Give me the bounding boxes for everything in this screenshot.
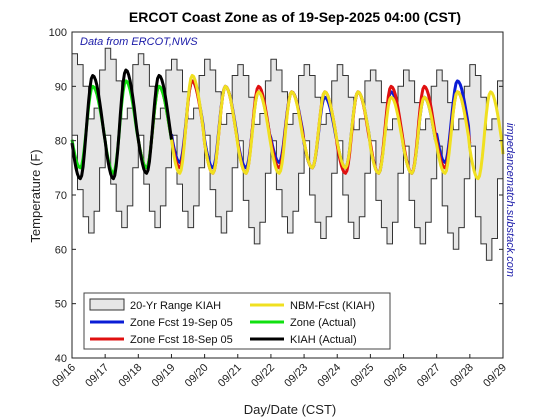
legend: 20-Yr Range KIAH NBM-Fcst (KIAH) Zone Fcst… bbox=[83, 292, 391, 350]
y-tick-label: 90 bbox=[55, 81, 67, 93]
x-axis-label: Day/Date (CST) bbox=[244, 402, 336, 417]
legend-entry-label: 20-Yr Range KIAH bbox=[130, 300, 221, 312]
y-tick-label: 50 bbox=[55, 299, 67, 311]
legend-box bbox=[83, 292, 391, 350]
y-tick-label: 100 bbox=[49, 27, 67, 39]
legend-swatch-range bbox=[89, 298, 125, 311]
side-watermark-text: impedancematch.substack.com bbox=[504, 123, 516, 277]
y-axis-label: Temperature (F) bbox=[28, 149, 43, 242]
y-tick-label: 70 bbox=[55, 190, 67, 202]
legend-entry-label: NBM-Fcst (KIAH) bbox=[290, 300, 375, 312]
y-tick-label: 40 bbox=[55, 353, 67, 365]
legend-entry-label: Zone (Actual) bbox=[290, 317, 356, 329]
chart-title: ERCOT Coast Zone as of 19-Sep-2025 04:00… bbox=[129, 9, 461, 25]
y-tick-label: 80 bbox=[55, 136, 67, 148]
legend-entry-label: KIAH (Actual) bbox=[290, 334, 357, 346]
legend-entry-label: Zone Fcst 18-Sep 05 bbox=[130, 334, 233, 346]
series-line-2 bbox=[170, 74, 505, 181]
legend-entry-label: Zone Fcst 19-Sep 05 bbox=[130, 317, 233, 329]
series-line-4 bbox=[70, 68, 173, 181]
y-tick-label: 60 bbox=[55, 244, 67, 256]
data-source-note: Data from ERCOT,NWS bbox=[80, 36, 198, 48]
